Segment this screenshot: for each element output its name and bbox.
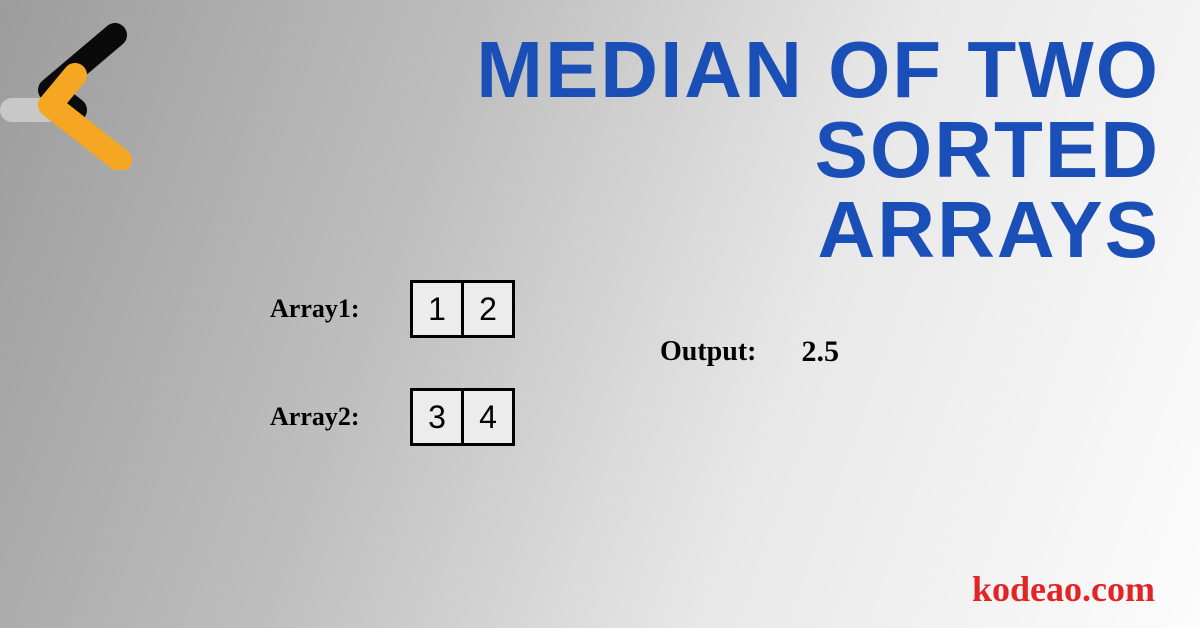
output-section: Output: 2.5 — [660, 335, 839, 369]
array-row-1: Array1: 1 2 — [270, 280, 512, 338]
output-value: 2.5 — [801, 335, 839, 369]
title-line-2: arrays — [200, 190, 1160, 270]
array-cell: 4 — [461, 388, 515, 446]
arrays-section: Array1: 1 2 Array2: 3 4 — [270, 280, 512, 446]
array1-label: Array1: — [270, 294, 380, 324]
output-label: Output: — [660, 336, 756, 368]
title-line-1: Median of two sorted — [200, 30, 1160, 190]
array-row-2: Array2: 3 4 — [270, 388, 512, 446]
array-cell: 3 — [410, 388, 464, 446]
array-cell: 1 — [410, 280, 464, 338]
array2-cells: 3 4 — [410, 388, 512, 446]
page-title: Median of two sorted arrays — [200, 30, 1160, 270]
array1-cells: 1 2 — [410, 280, 512, 338]
array-cell: 2 — [461, 280, 515, 338]
watermark: kodeao.com — [972, 568, 1155, 610]
array2-label: Array2: — [270, 402, 380, 432]
logo-icon — [20, 20, 170, 170]
arrays-block: Array1: 1 2 Array2: 3 4 — [270, 280, 512, 446]
